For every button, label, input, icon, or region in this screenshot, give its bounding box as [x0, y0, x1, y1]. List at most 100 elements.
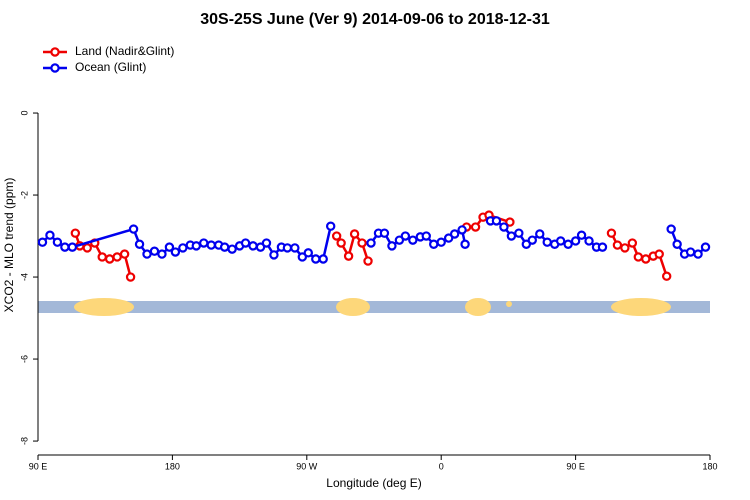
- data-point: [199, 238, 209, 248]
- data-point: [584, 236, 594, 246]
- data-point: [336, 238, 346, 248]
- data-point: [421, 231, 431, 241]
- data-point: [633, 252, 644, 262]
- data-point: [227, 244, 237, 254]
- data-point: [700, 242, 711, 252]
- data-point: [52, 237, 63, 247]
- data-point: [282, 243, 293, 253]
- data-point: [641, 254, 651, 264]
- x-tick-label: 180: [165, 461, 180, 471]
- x-tick-label: 90 E: [566, 461, 585, 471]
- data-point: [67, 242, 78, 252]
- data-point: [597, 242, 608, 252]
- data-point: [357, 238, 367, 248]
- data-point: [555, 236, 566, 246]
- legend-label: Land (Nadir&Glint): [75, 44, 174, 58]
- data-point: [400, 231, 411, 241]
- data-point: [112, 252, 122, 262]
- data-point: [366, 238, 376, 248]
- data-point: [170, 247, 181, 257]
- data-point: [290, 243, 300, 253]
- data-point: [535, 229, 545, 239]
- data-point: [693, 249, 703, 259]
- x-tick-label: 90 W: [296, 461, 318, 471]
- data-point: [303, 248, 313, 258]
- data-point: [70, 228, 81, 238]
- data-point: [449, 229, 460, 239]
- y-tick-label: 0: [19, 111, 29, 116]
- data-point: [570, 236, 581, 246]
- data-point: [387, 241, 397, 251]
- data-point: [219, 242, 230, 252]
- data-point: [164, 242, 175, 252]
- data-point: [491, 216, 502, 226]
- x-axis-label: Longitude (deg E): [326, 476, 421, 490]
- land-strip: [611, 298, 671, 316]
- data-point: [470, 222, 481, 232]
- data-point: [429, 239, 439, 249]
- x-tick-label: 0: [439, 461, 444, 471]
- land-strip: [506, 301, 512, 307]
- land-strip: [465, 298, 491, 316]
- data-point: [672, 239, 682, 249]
- data-point: [612, 240, 623, 250]
- data-point: [457, 225, 467, 235]
- data-point: [248, 241, 258, 251]
- x-tick-label: 180: [702, 461, 717, 471]
- chart-title: 30S-25S June (Ver 9) 2014-09-06 to 2018-…: [200, 11, 550, 28]
- data-point: [261, 238, 272, 248]
- data-point: [45, 230, 55, 240]
- data-point: [563, 239, 573, 249]
- data-point: [191, 241, 201, 251]
- y-tick-label: -6: [19, 355, 29, 363]
- data-point: [255, 242, 266, 252]
- data-point: [149, 246, 160, 256]
- data-point: [325, 221, 336, 231]
- data-point: [666, 224, 676, 234]
- data-point: [269, 250, 279, 260]
- data-point: [394, 235, 405, 245]
- data-point: [37, 237, 48, 247]
- data-point: [119, 249, 130, 259]
- data-point: [311, 254, 321, 264]
- data-point: [157, 249, 167, 259]
- land-strip: [336, 298, 370, 316]
- data-point: [318, 254, 328, 264]
- data-point: [499, 222, 509, 232]
- data-point: [505, 217, 515, 227]
- data-point: [97, 252, 107, 262]
- data-point: [60, 242, 70, 252]
- data-point: [620, 243, 630, 253]
- data-point: [379, 228, 390, 238]
- data-point: [576, 230, 587, 240]
- data-point: [134, 239, 145, 249]
- data-point: [436, 237, 446, 247]
- ocean-strip: [38, 301, 710, 313]
- data-point: [82, 243, 92, 253]
- y-tick-label: -4: [19, 273, 29, 281]
- data-point: [654, 249, 664, 259]
- data-point: [240, 238, 251, 248]
- data-point: [128, 224, 139, 234]
- data-point: [331, 231, 342, 241]
- data-point: [506, 231, 517, 241]
- data-point: [527, 235, 537, 245]
- data-point: [104, 254, 115, 264]
- data-point: [542, 237, 552, 247]
- data-point: [178, 243, 188, 253]
- y-tick-label: -8: [19, 437, 29, 445]
- legend-marker: [50, 63, 60, 73]
- data-point: [363, 256, 373, 266]
- legend-label: Ocean (Glint): [75, 60, 146, 74]
- data-point: [349, 229, 360, 239]
- x-tick-label: 90 E: [29, 461, 48, 471]
- data-point: [297, 252, 308, 262]
- data-point: [521, 239, 532, 249]
- data-point: [460, 239, 470, 249]
- data-point: [206, 240, 216, 250]
- land-strip: [74, 298, 134, 316]
- map-strip: [38, 298, 710, 316]
- data-point: [661, 271, 672, 281]
- legend-marker: [50, 47, 60, 57]
